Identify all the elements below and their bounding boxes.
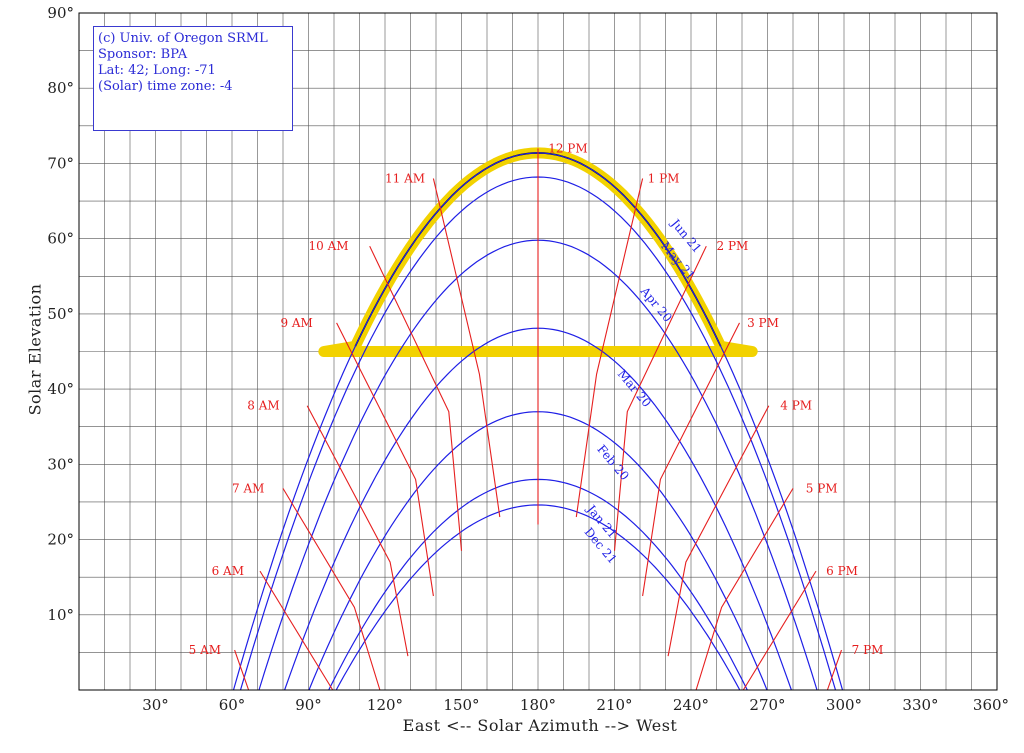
hour-line-label: 5 AM <box>189 643 221 657</box>
y-tick-label: 40° <box>47 380 74 398</box>
y-tick-label: 50° <box>47 305 74 323</box>
hour-line-label: 6 PM <box>826 564 858 578</box>
hour-line <box>306 405 409 657</box>
x-tick-label: 90° <box>295 696 322 714</box>
hour-line-label: 2 PM <box>717 239 749 253</box>
info-line-copyright: (c) Univ. of Oregon SRML <box>98 31 268 46</box>
x-tick-label: 330° <box>902 696 938 714</box>
y-tick-label: 20° <box>47 531 74 549</box>
plot-frame <box>78 12 998 691</box>
hour-line <box>826 649 843 691</box>
tick-labels: 30° 60° 90° 120° 150° 180° 210° 240° 270° 300° 330… <box>47 4 1009 714</box>
hour-line-label: 8 AM <box>247 399 279 413</box>
x-tick-label: 120° <box>367 696 403 714</box>
x-tick-label: 60° <box>219 696 246 714</box>
x-tick-label: 150° <box>443 696 479 714</box>
info-box: (c) Univ. of Oregon SRML Sponsor: BPA La… <box>93 26 293 131</box>
hour-line-label: 11 AM <box>385 171 425 185</box>
date-curve-label: Feb 20 <box>594 442 631 483</box>
hour-line-label: 12 PM <box>548 141 587 155</box>
x-tick-label: 360° <box>973 696 1009 714</box>
hour-line <box>742 570 817 691</box>
hour-line <box>282 488 381 691</box>
x-axis-label: East <-- Solar Azimuth --> West <box>402 716 678 735</box>
hour-line <box>642 322 740 597</box>
x-tick-label: 240° <box>673 696 709 714</box>
hour-line <box>432 178 501 518</box>
hour-lines <box>234 148 843 691</box>
y-tick-label: 90° <box>47 4 74 22</box>
hour-line-label: 3 PM <box>747 316 779 330</box>
y-tick-label: 10° <box>47 606 74 624</box>
x-tick-label: 210° <box>596 696 632 714</box>
hour-line-label: 9 AM <box>280 316 312 330</box>
hour-line-label: 7 PM <box>852 643 884 657</box>
hour-line-label: 6 AM <box>212 564 244 578</box>
x-tick-label: 270° <box>749 696 785 714</box>
info-line-location: Lat: 42; Long: -71 <box>98 63 216 78</box>
x-tick-label: 30° <box>142 696 169 714</box>
hour-line <box>575 178 644 518</box>
y-tick-label: 80° <box>47 79 74 97</box>
hour-line <box>336 322 434 597</box>
hour-line-label: 4 PM <box>780 399 812 413</box>
y-tick-label: 60° <box>47 230 74 248</box>
hour-line <box>234 649 250 691</box>
y-tick-label: 70° <box>47 154 74 172</box>
info-line-sponsor: Sponsor: BPA <box>98 47 188 62</box>
hour-line <box>695 488 794 691</box>
date-curve-label: Mar 20 <box>615 367 654 410</box>
info-line-timezone: (Solar) time zone: -4 <box>98 79 233 94</box>
hour-line <box>259 570 334 691</box>
hour-line-label: 1 PM <box>648 171 680 185</box>
hour-line-label: 7 AM <box>232 481 264 495</box>
y-axis-label: Solar Elevation <box>25 283 45 416</box>
hour-line-label: 5 PM <box>806 481 838 495</box>
x-tick-label: 300° <box>826 696 862 714</box>
hour-line-label: 10 AM <box>309 239 349 253</box>
y-tick-label: 30° <box>47 455 74 473</box>
hour-line <box>613 245 707 551</box>
hour-line <box>667 405 770 657</box>
x-tick-label: 180° <box>520 696 556 714</box>
hour-line <box>369 245 463 551</box>
